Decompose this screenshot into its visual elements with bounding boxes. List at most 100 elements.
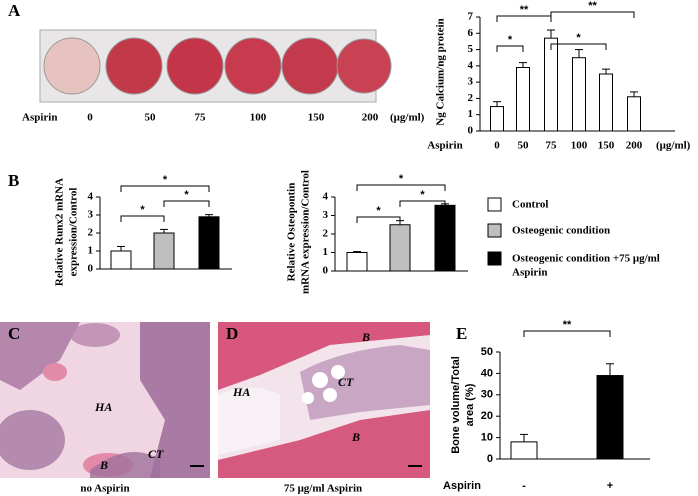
significance-bracket bbox=[163, 200, 210, 207]
plate-label: Aspirin bbox=[22, 112, 57, 124]
bar bbox=[153, 232, 175, 270]
y-tick-label: 6 bbox=[468, 27, 474, 39]
significance-bracket bbox=[356, 184, 446, 191]
y-axis-label: mRNA expression/Control bbox=[300, 170, 312, 294]
dose-label: 200 bbox=[362, 112, 379, 124]
legend-label: Control bbox=[512, 199, 548, 211]
significance-bracket bbox=[120, 215, 165, 222]
legend-swatch bbox=[487, 223, 502, 238]
unit-label: (μg/ml) bbox=[390, 112, 425, 124]
legend-label: Osteogenic condition +75 μg/ml bbox=[512, 253, 660, 265]
significance-bracket bbox=[120, 185, 210, 192]
significance-bracket bbox=[399, 200, 446, 207]
significance-label: * bbox=[508, 34, 513, 46]
legend-label: Osteogenic condition bbox=[512, 225, 610, 237]
tissue-label: B bbox=[99, 458, 108, 472]
significance-label: ** bbox=[520, 4, 529, 16]
dose-label: 100 bbox=[250, 112, 267, 124]
tissue-label: HA bbox=[232, 385, 250, 399]
y-tick-label: 5 bbox=[468, 43, 474, 55]
significance-label: * bbox=[399, 173, 404, 185]
tissue-label: CT bbox=[338, 375, 354, 389]
significance-label: * bbox=[576, 32, 581, 44]
significance-label: * bbox=[420, 189, 425, 201]
tissue-label: HA bbox=[94, 400, 112, 414]
bar bbox=[490, 106, 504, 132]
legend-swatch bbox=[487, 251, 502, 266]
caption: no Aspirin bbox=[80, 483, 129, 495]
tissue-label: CT bbox=[148, 447, 164, 461]
y-axis-label: area (%) bbox=[464, 383, 476, 426]
y-tick-label: 30 bbox=[481, 389, 493, 401]
significance-label: * bbox=[140, 204, 145, 216]
y-tick-label: 1 bbox=[468, 108, 474, 120]
y-tick-label: 2 bbox=[88, 227, 94, 239]
bar bbox=[544, 37, 558, 132]
y-tick-label: 2 bbox=[323, 228, 329, 240]
y-axis-label: expression/Control bbox=[68, 188, 80, 277]
bar bbox=[434, 204, 456, 272]
significance-label: ** bbox=[588, 0, 597, 12]
y-tick-label: 4 bbox=[468, 59, 474, 71]
histology-image bbox=[0, 322, 210, 478]
dose-label: 50 bbox=[145, 112, 157, 124]
bar bbox=[510, 441, 538, 460]
x-tick-label: 75 bbox=[546, 140, 558, 152]
y-tick-label: 0 bbox=[323, 265, 329, 277]
x-axis-label: Aspirin bbox=[427, 140, 462, 152]
y-tick-label: 40 bbox=[481, 367, 493, 379]
panel-label: C bbox=[8, 324, 20, 343]
dose-label: 75 bbox=[195, 112, 207, 124]
significance-bracket bbox=[356, 216, 401, 223]
panel-label: B bbox=[8, 171, 19, 190]
significance-bracket bbox=[496, 45, 524, 52]
y-tick-label: 3 bbox=[88, 209, 94, 221]
x-tick-label: 0 bbox=[494, 140, 500, 152]
bar bbox=[599, 73, 613, 132]
y-axis-label: Bone volume/Total bbox=[450, 356, 462, 454]
x-unit-label: (μg/ml) bbox=[656, 140, 691, 152]
bar bbox=[596, 375, 624, 460]
y-tick-label: 0 bbox=[468, 125, 474, 137]
y-tick-label: 0 bbox=[88, 263, 94, 275]
bar bbox=[198, 216, 220, 270]
y-tick-label: 4 bbox=[88, 191, 94, 203]
x-tick-label: - bbox=[522, 480, 526, 492]
dose-label: 0 bbox=[87, 112, 93, 124]
significance-bracket bbox=[496, 15, 552, 22]
caption: 75 μg/ml Aspirin bbox=[284, 483, 362, 495]
y-tick-label: 3 bbox=[468, 76, 474, 88]
significance-label: ** bbox=[563, 319, 572, 331]
panel-label: E bbox=[456, 324, 467, 343]
y-tick-label: 7 bbox=[468, 11, 474, 23]
y-tick-label: 0 bbox=[487, 453, 493, 465]
y-tick-label: 20 bbox=[481, 410, 493, 422]
x-tick-label: 100 bbox=[571, 140, 588, 152]
x-tick-label: 150 bbox=[598, 140, 615, 152]
x-tick-label: + bbox=[607, 480, 613, 492]
histology-image bbox=[218, 322, 430, 478]
tissue-label: B bbox=[351, 430, 360, 444]
y-axis-label: Relative Osteopontin bbox=[286, 183, 298, 282]
y-axis-label: Relative Runx2 mRNA bbox=[54, 178, 66, 286]
y-tick-label: 4 bbox=[323, 191, 329, 203]
tissue-label: B bbox=[361, 330, 370, 344]
y-axis-label: Ng Calcium/ng protein bbox=[435, 18, 447, 125]
legend-swatch bbox=[487, 197, 502, 212]
x-tick-label: 50 bbox=[518, 140, 530, 152]
bar bbox=[346, 252, 368, 272]
bar bbox=[110, 250, 132, 270]
legend-label: Aspirin bbox=[512, 267, 547, 279]
y-tick-label: 50 bbox=[481, 346, 493, 358]
y-tick-label: 1 bbox=[323, 246, 329, 258]
significance-label: * bbox=[163, 174, 168, 186]
x-axis-label: Aspirin bbox=[443, 480, 481, 492]
y-tick-label: 3 bbox=[323, 209, 329, 221]
significance-bracket bbox=[550, 43, 607, 50]
dose-label: 150 bbox=[308, 112, 325, 124]
significance-label: * bbox=[376, 205, 381, 217]
significance-bracket bbox=[523, 330, 611, 337]
bar bbox=[516, 66, 530, 132]
significance-bracket bbox=[550, 11, 635, 18]
